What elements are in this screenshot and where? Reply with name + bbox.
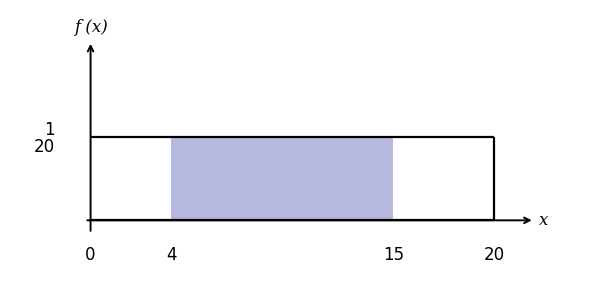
Bar: [171, 137, 393, 220]
Text: x: x: [538, 212, 548, 229]
Text: f (x): f (x): [74, 19, 107, 36]
